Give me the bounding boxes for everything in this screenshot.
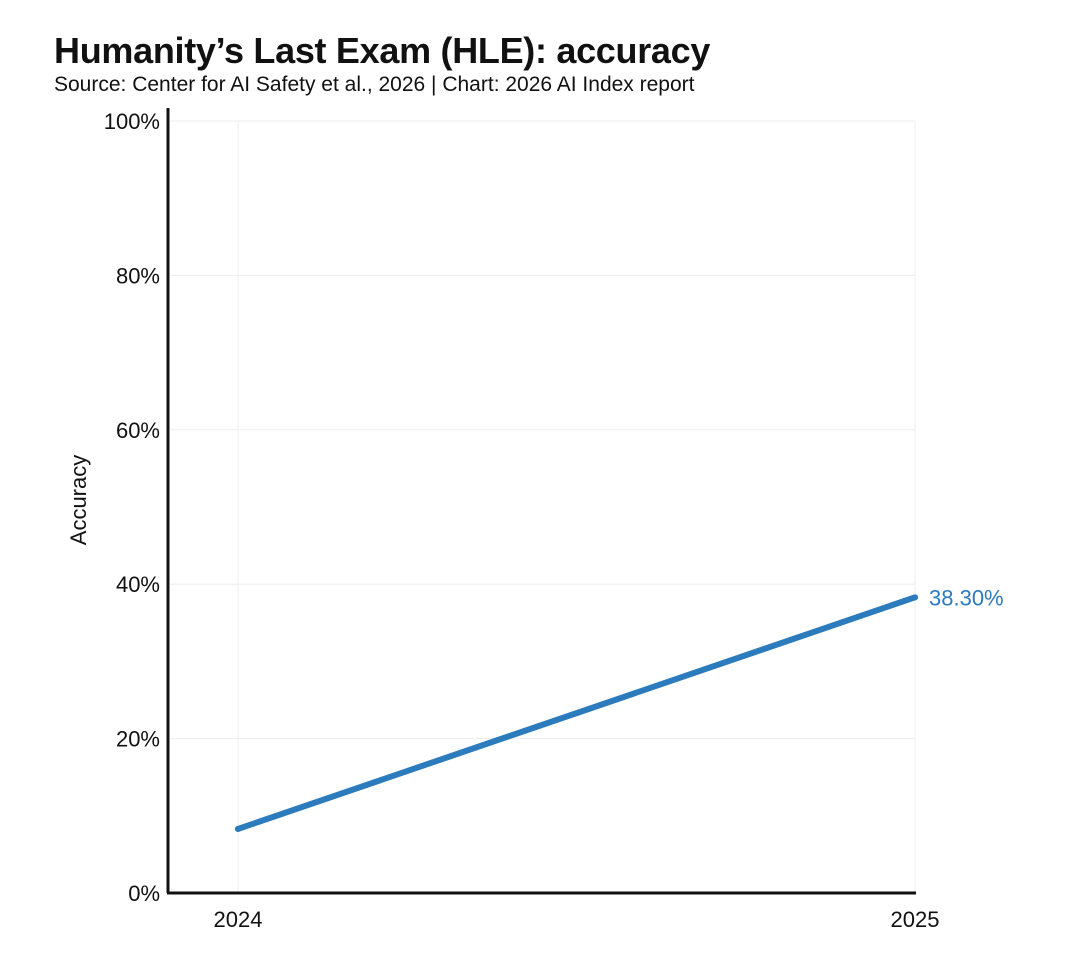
x-tick-label: 2025 (891, 907, 940, 932)
y-tick-label: 60% (116, 418, 160, 443)
chart-subtitle: Source: Center for AI Safety et al., 202… (54, 73, 695, 96)
y-tick-label: 40% (116, 572, 160, 597)
data-label: 38.30% (929, 585, 1004, 610)
y-tick-label: 80% (116, 263, 160, 288)
y-tick-label: 20% (116, 727, 160, 752)
x-tick-label: 2024 (214, 907, 263, 932)
y-tick-label: 100% (104, 109, 160, 134)
y-axis-ticks: 0% 20% 40% 60% 80% 100% (104, 109, 160, 906)
y-tick-label: 0% (128, 881, 160, 906)
y-axis-label: Accuracy (66, 455, 91, 545)
data-point (912, 594, 918, 601)
series-line (235, 594, 918, 832)
x-axis-ticks: 2024 2025 (214, 907, 940, 932)
data-point (235, 825, 241, 832)
series: 38.30% (235, 585, 1004, 832)
chart-title: Humanity’s Last Exam (HLE): accuracy (54, 30, 711, 71)
gridlines (170, 120, 916, 893)
